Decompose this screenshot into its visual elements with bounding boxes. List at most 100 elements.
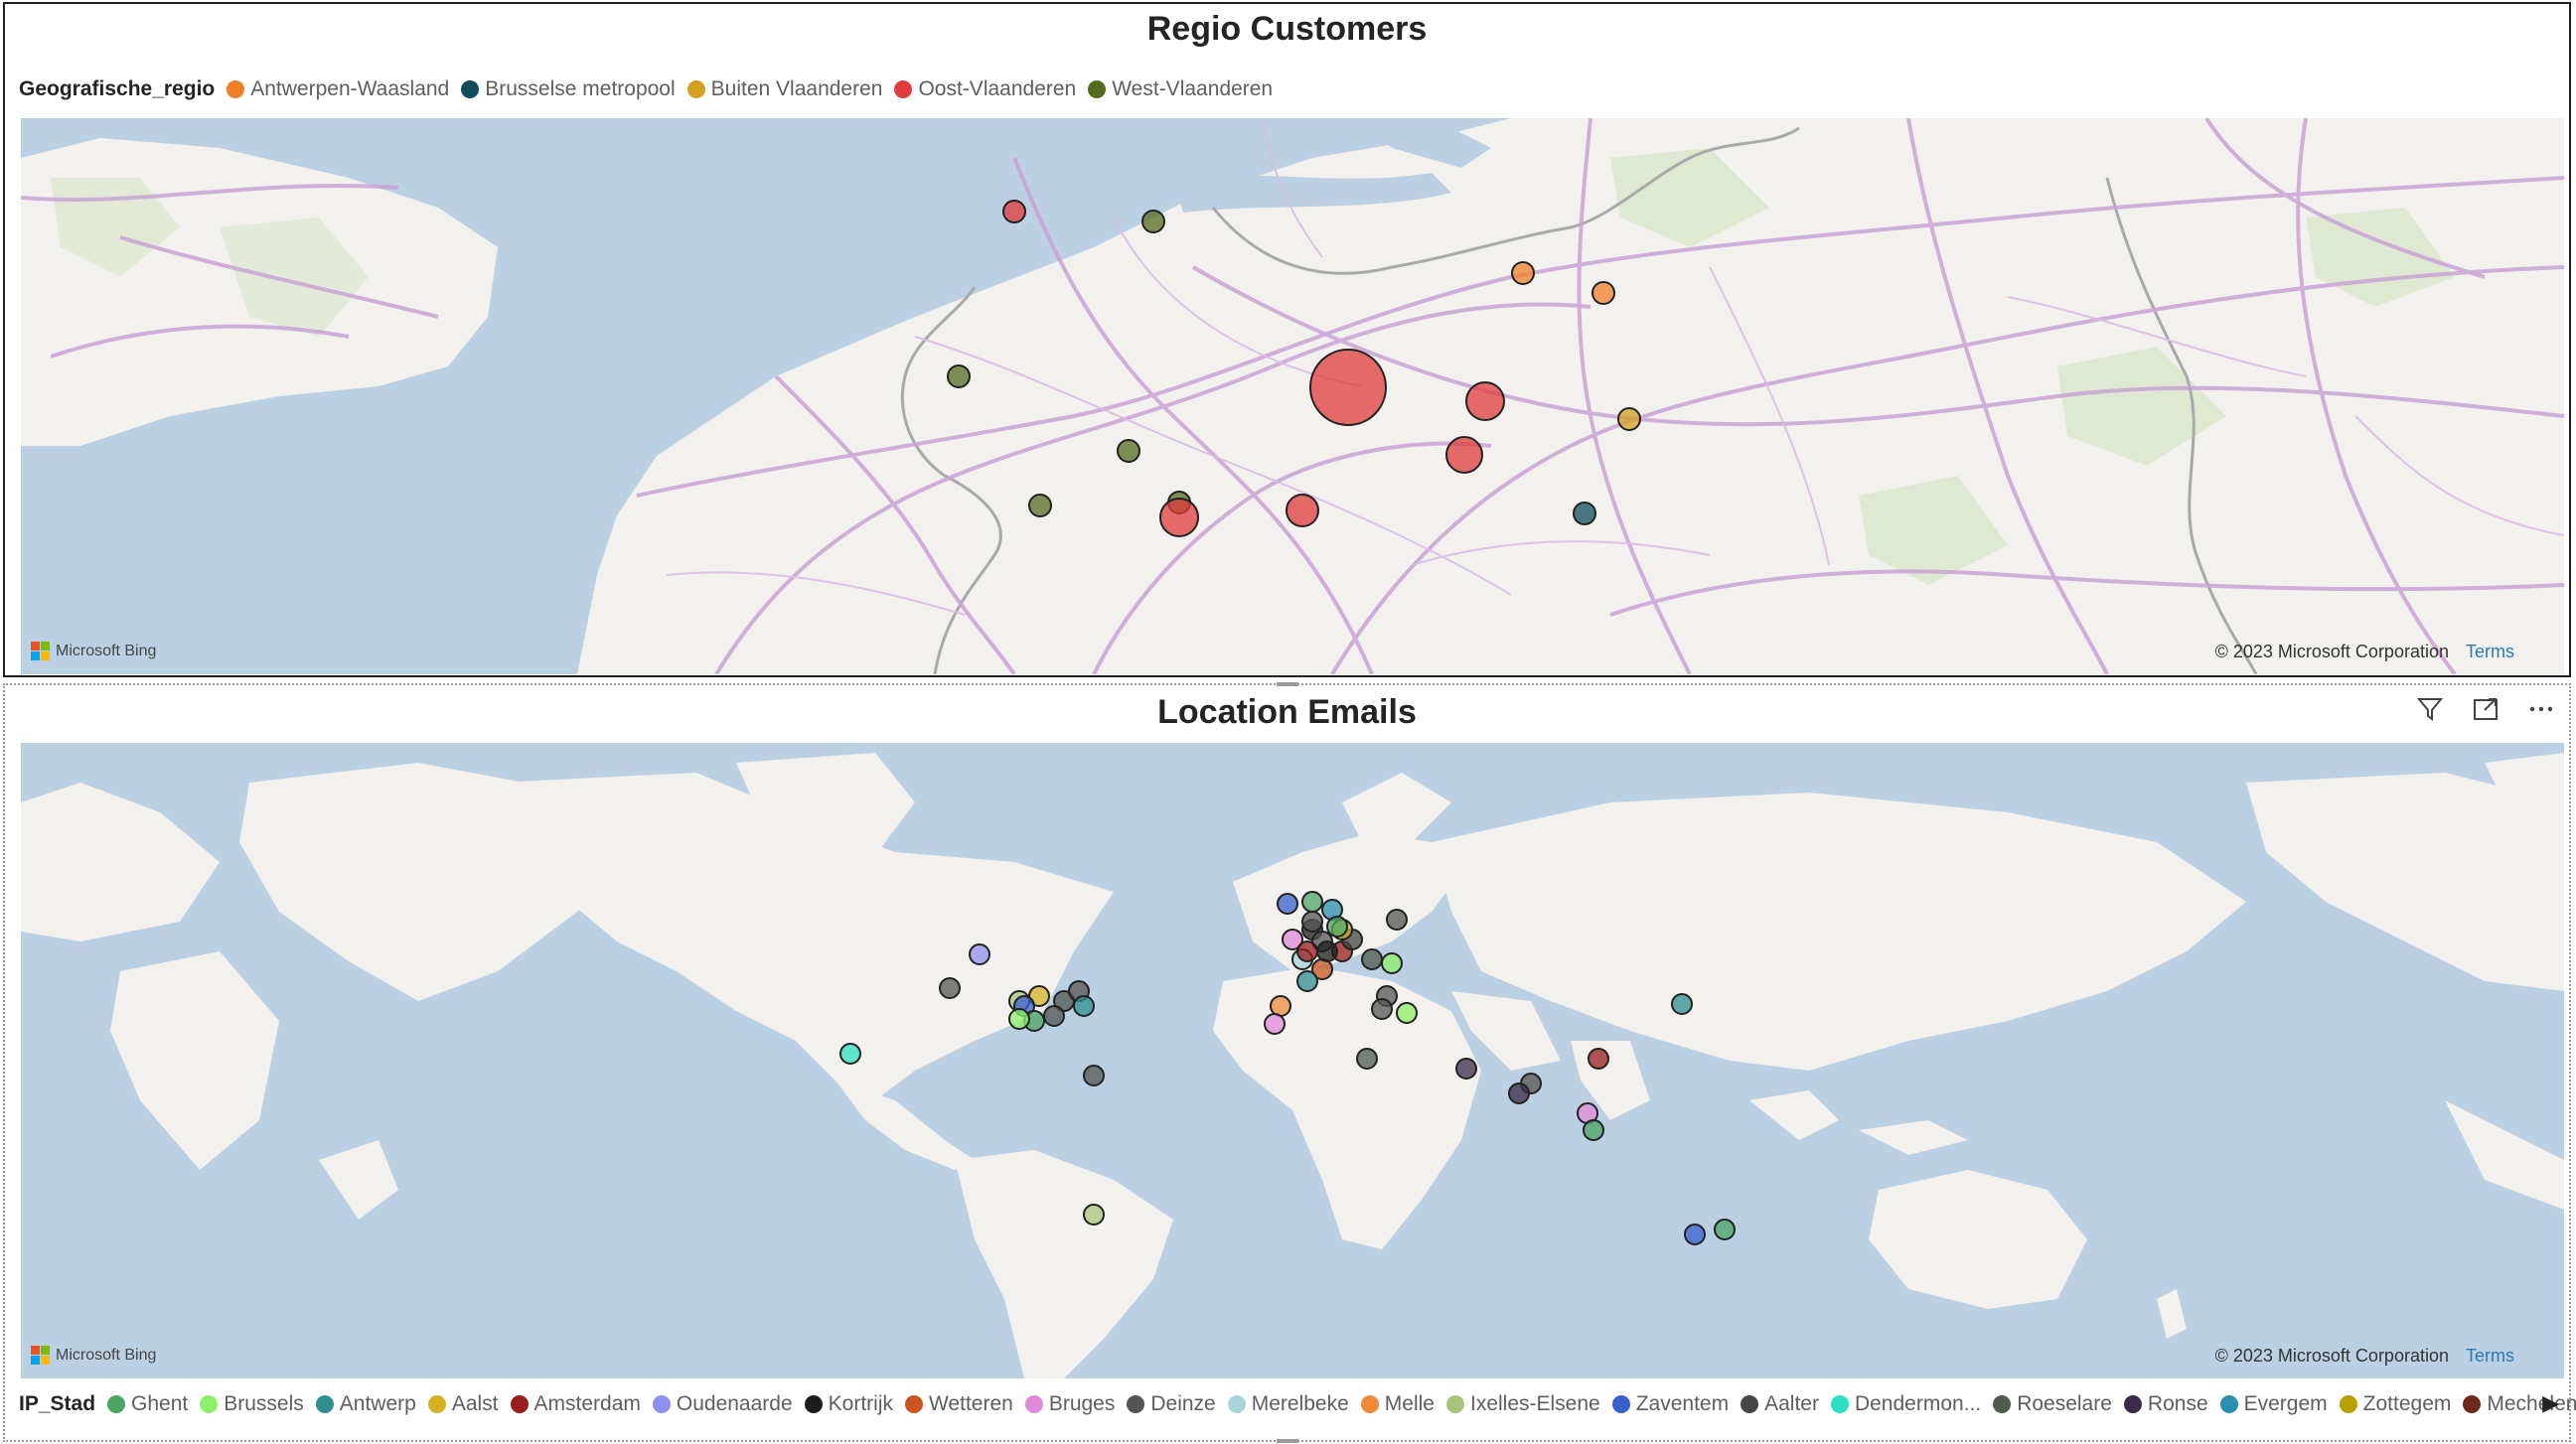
legend-item[interactable]: Brusselse metropool — [461, 77, 676, 101]
map-bubble[interactable] — [1356, 1048, 1378, 1070]
legend-item[interactable]: Deinze — [1127, 1392, 1216, 1416]
legend-item[interactable]: West-Vlaanderen — [1088, 77, 1273, 101]
legend-dot-icon — [1360, 1395, 1379, 1413]
legend-item[interactable]: Zottegem — [2339, 1392, 2451, 1416]
legend-item[interactable]: Wetteren — [904, 1392, 1013, 1416]
legend-item[interactable]: Kortrijk — [804, 1392, 893, 1416]
location-emails-visual[interactable]: Location Emails — [3, 682, 2576, 1443]
map-bubble[interactable] — [1714, 1219, 1736, 1240]
legend-item[interactable]: Ronse — [2123, 1392, 2208, 1416]
map-bubble[interactable] — [1316, 940, 1338, 962]
map-bubble[interactable] — [1326, 916, 1348, 938]
filter-icon[interactable] — [2414, 693, 2446, 725]
legend-label: Evergem — [2243, 1392, 2328, 1415]
map-bubble[interactable] — [1028, 494, 1052, 517]
legend-dot-icon — [652, 1395, 671, 1413]
legend-dot-icon — [894, 80, 913, 98]
legend-item[interactable]: Ixelles-Elsene — [1445, 1392, 1600, 1416]
map-bubble[interactable] — [1002, 200, 1026, 223]
map-bubble[interactable] — [1043, 1005, 1065, 1027]
map-bubble[interactable] — [1309, 349, 1387, 426]
map-bubble[interactable] — [1296, 970, 1318, 992]
resize-handle-top[interactable] — [1276, 682, 1298, 686]
legend-item[interactable]: Roeselare — [1993, 1392, 2112, 1416]
map-bubble[interactable] — [947, 364, 971, 388]
terms-link[interactable]: Terms — [2466, 1346, 2514, 1366]
legend-item[interactable]: Aalst — [427, 1392, 499, 1416]
regio-customers-visual[interactable]: Regio Customers Geografische_regio Antwe… — [3, 2, 2571, 677]
map-bubble[interactable] — [1511, 261, 1535, 285]
legend-label: Antwerpen-Waasland — [250, 77, 450, 100]
map-bubble[interactable] — [1286, 494, 1319, 527]
map-bubble[interactable] — [1083, 1204, 1105, 1226]
legend-dot-icon — [510, 1395, 529, 1413]
map-bubble[interactable] — [1591, 281, 1615, 305]
legend-dot-icon — [107, 1395, 126, 1413]
map-bubble[interactable] — [1083, 1065, 1105, 1086]
map-bubble[interactable] — [1301, 911, 1323, 933]
map-bubble[interactable] — [1396, 1002, 1418, 1024]
map-bubble[interactable] — [1573, 502, 1596, 525]
map-bubble[interactable] — [1588, 1048, 1609, 1070]
map-bubble[interactable] — [969, 943, 990, 965]
world-map[interactable]: Microsoft Bing © 2023 Microsoft Corporat… — [21, 743, 2564, 1378]
map-bubble[interactable] — [1073, 995, 1095, 1017]
focus-mode-icon[interactable] — [2470, 693, 2501, 725]
more-options-icon[interactable] — [2525, 693, 2557, 725]
legend-item[interactable]: Amsterdam — [510, 1392, 641, 1416]
map-bubble[interactable] — [1296, 940, 1318, 962]
legend-item[interactable]: Ghent — [107, 1392, 188, 1416]
map-bubble[interactable] — [1159, 498, 1199, 537]
legend-dot-icon — [461, 80, 480, 98]
legend-item[interactable]: Antwerpen-Waasland — [227, 77, 449, 101]
map-bubble[interactable] — [1361, 948, 1383, 970]
legend-item[interactable]: Buiten Vlaanderen — [686, 77, 883, 101]
legend-item[interactable]: Melle — [1360, 1392, 1435, 1416]
map-bubble[interactable] — [839, 1043, 861, 1065]
legend-item[interactable]: Brussels — [200, 1392, 304, 1416]
legend-item[interactable]: Dendermon... — [1830, 1392, 1981, 1416]
legend-item[interactable]: Aalter — [1741, 1392, 1819, 1416]
microsoft-logo-icon — [31, 1346, 50, 1365]
legend-item[interactable]: Oudenaarde — [652, 1392, 793, 1416]
map-bubble[interactable] — [1445, 436, 1483, 474]
map-bubble[interactable] — [1264, 1013, 1286, 1035]
legend-item[interactable]: Merelbeke — [1227, 1392, 1349, 1416]
map-bubble[interactable] — [1028, 985, 1050, 1007]
map-bubble[interactable] — [1583, 1119, 1604, 1141]
legend-item[interactable]: Evergem — [2219, 1392, 2328, 1416]
terms-link[interactable]: Terms — [2466, 642, 2514, 661]
legend-item[interactable]: Bruges — [1024, 1392, 1115, 1416]
map-bubble[interactable] — [1684, 1224, 1706, 1245]
legend-item[interactable]: Antwerp — [315, 1392, 416, 1416]
map-copyright: © 2023 Microsoft Corporation Terms — [2215, 642, 2514, 662]
map-bubble[interactable] — [1386, 909, 1408, 931]
map-bubble[interactable] — [1465, 381, 1505, 421]
legend-dot-icon — [686, 80, 705, 98]
map-copyright: © 2023 Microsoft Corporation Terms — [2215, 1346, 2514, 1367]
map-bubble[interactable] — [1277, 893, 1298, 915]
map-bubble[interactable] — [1117, 439, 1140, 463]
map-bubble[interactable] — [1617, 407, 1641, 431]
map-bubble[interactable] — [939, 977, 961, 999]
legend-item[interactable]: Mechelen — [2463, 1392, 2576, 1416]
map-bubble[interactable] — [1301, 891, 1323, 913]
map-bubble[interactable] — [1053, 990, 1075, 1012]
legend-label: Buiten Vlaanderen — [710, 77, 883, 100]
legend-label: Deinze — [1150, 1392, 1216, 1415]
map-bubble[interactable] — [1455, 1058, 1477, 1080]
visual-header-toolbar — [2414, 693, 2557, 725]
map-bubble[interactable] — [1371, 998, 1393, 1020]
legend-next-arrow-icon[interactable]: ▶ — [2542, 1390, 2559, 1415]
belgium-map[interactable]: Microsoft Bing © 2023 Microsoft Corporat… — [21, 118, 2564, 674]
resize-handle-bottom[interactable] — [1276, 1439, 1298, 1443]
map-bubble[interactable] — [1671, 993, 1693, 1015]
map-bubble[interactable] — [1141, 210, 1165, 233]
legend-item[interactable]: Oost-Vlaanderen — [894, 77, 1076, 101]
map-bubble[interactable] — [1508, 1083, 1530, 1104]
map-bubble[interactable] — [1282, 929, 1303, 950]
legend-item[interactable]: Zaventem — [1611, 1392, 1729, 1416]
map-bubble[interactable] — [1381, 952, 1403, 974]
map-bubble[interactable] — [1008, 1008, 1030, 1030]
map-bubble[interactable] — [1270, 995, 1291, 1017]
